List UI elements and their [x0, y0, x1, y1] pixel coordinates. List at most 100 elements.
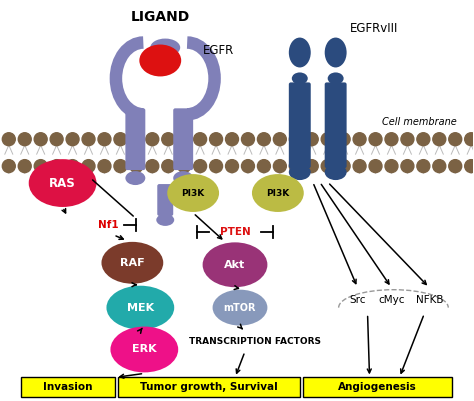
Circle shape: [433, 160, 446, 172]
Text: RAF: RAF: [120, 258, 145, 268]
FancyBboxPatch shape: [157, 184, 173, 216]
Circle shape: [353, 160, 366, 172]
Circle shape: [98, 160, 111, 172]
Ellipse shape: [150, 38, 180, 57]
Text: cMyc: cMyc: [378, 295, 405, 305]
Text: Nf1: Nf1: [98, 220, 119, 230]
FancyBboxPatch shape: [303, 377, 452, 397]
Circle shape: [194, 160, 207, 172]
Ellipse shape: [325, 38, 346, 67]
FancyBboxPatch shape: [325, 83, 346, 168]
Circle shape: [178, 133, 191, 146]
FancyBboxPatch shape: [126, 108, 146, 170]
Circle shape: [66, 133, 79, 146]
Text: EGFRvIII: EGFRvIII: [350, 22, 398, 35]
Circle shape: [34, 160, 47, 172]
Circle shape: [385, 160, 398, 172]
Circle shape: [114, 160, 127, 172]
Circle shape: [210, 133, 223, 146]
Circle shape: [257, 160, 270, 172]
Circle shape: [2, 160, 15, 172]
Circle shape: [50, 160, 63, 172]
Text: RAS: RAS: [49, 176, 76, 190]
Text: PI3K: PI3K: [266, 188, 290, 198]
Text: PI3K: PI3K: [182, 188, 205, 198]
Ellipse shape: [173, 171, 193, 185]
Circle shape: [353, 133, 366, 146]
Text: MEK: MEK: [127, 303, 154, 313]
Circle shape: [337, 133, 350, 146]
Circle shape: [305, 133, 318, 146]
Circle shape: [433, 133, 446, 146]
Circle shape: [305, 160, 318, 172]
Ellipse shape: [289, 164, 311, 180]
Ellipse shape: [212, 290, 267, 326]
Ellipse shape: [101, 242, 163, 284]
Circle shape: [401, 160, 414, 172]
Text: Tumor growth, Survival: Tumor growth, Survival: [140, 382, 278, 392]
Circle shape: [82, 133, 95, 146]
Circle shape: [162, 160, 175, 172]
Circle shape: [289, 160, 302, 172]
Ellipse shape: [29, 159, 97, 207]
Circle shape: [114, 133, 127, 146]
FancyBboxPatch shape: [21, 377, 116, 397]
Circle shape: [369, 160, 382, 172]
Ellipse shape: [167, 174, 219, 212]
Ellipse shape: [292, 73, 308, 84]
FancyBboxPatch shape: [118, 377, 300, 397]
Ellipse shape: [126, 171, 146, 185]
Circle shape: [82, 160, 95, 172]
Ellipse shape: [202, 242, 267, 287]
Ellipse shape: [156, 214, 174, 226]
Text: Akt: Akt: [224, 260, 246, 270]
Ellipse shape: [252, 174, 304, 212]
Text: mTOR: mTOR: [224, 303, 256, 313]
FancyBboxPatch shape: [289, 83, 311, 168]
Circle shape: [417, 160, 430, 172]
Text: Cell membrane: Cell membrane: [382, 117, 457, 127]
Circle shape: [465, 160, 474, 172]
Circle shape: [178, 160, 191, 172]
Text: TRANSCRIPTION FACTORS: TRANSCRIPTION FACTORS: [189, 337, 321, 346]
Text: NFKB: NFKB: [416, 295, 443, 305]
Text: LIGAND: LIGAND: [131, 10, 190, 24]
Circle shape: [226, 160, 238, 172]
Ellipse shape: [107, 286, 174, 330]
Circle shape: [98, 133, 111, 146]
Text: Angiogenesis: Angiogenesis: [338, 382, 417, 392]
Text: Src: Src: [349, 295, 366, 305]
Circle shape: [2, 133, 15, 146]
Circle shape: [369, 133, 382, 146]
Circle shape: [146, 133, 159, 146]
Text: ERK: ERK: [132, 344, 156, 354]
Ellipse shape: [328, 73, 344, 84]
Circle shape: [273, 133, 286, 146]
Circle shape: [337, 160, 350, 172]
Circle shape: [18, 133, 31, 146]
Circle shape: [18, 160, 31, 172]
Circle shape: [241, 160, 255, 172]
Ellipse shape: [325, 164, 346, 180]
Circle shape: [465, 133, 474, 146]
Circle shape: [66, 160, 79, 172]
Circle shape: [241, 133, 255, 146]
Text: PTEN: PTEN: [219, 227, 250, 237]
Circle shape: [146, 160, 159, 172]
Ellipse shape: [110, 326, 178, 373]
Circle shape: [50, 133, 63, 146]
Circle shape: [401, 133, 414, 146]
Text: Invasion: Invasion: [43, 382, 92, 392]
Ellipse shape: [289, 38, 311, 67]
Circle shape: [210, 160, 223, 172]
Circle shape: [449, 133, 462, 146]
Circle shape: [449, 160, 462, 172]
Circle shape: [257, 133, 270, 146]
Circle shape: [130, 160, 143, 172]
Circle shape: [273, 160, 286, 172]
Circle shape: [321, 133, 334, 146]
Text: EGFR: EGFR: [203, 44, 234, 57]
FancyBboxPatch shape: [173, 108, 193, 170]
Circle shape: [289, 133, 302, 146]
Circle shape: [34, 133, 47, 146]
